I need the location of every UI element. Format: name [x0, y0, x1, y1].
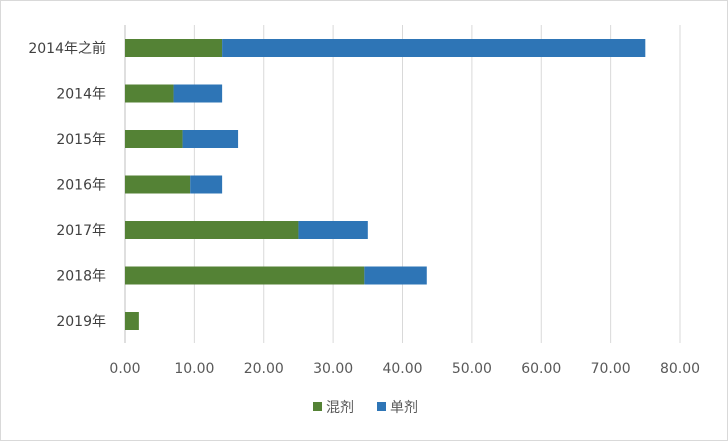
bar-segment — [182, 130, 239, 148]
category-label: 2018年 — [56, 269, 106, 285]
legend-swatch — [313, 402, 322, 411]
bar-segment — [222, 39, 646, 57]
x-tick-label: 0.00 — [109, 361, 140, 377]
bar-segment — [125, 175, 191, 194]
bar-segment — [125, 266, 365, 285]
bars — [125, 39, 646, 330]
x-tick-label: 80.00 — [660, 361, 700, 377]
x-axis-tick-labels: 0.00 10.00 20.00 30.00 40.00 50.00 60.00 70.00 8… — [109, 361, 700, 377]
x-tick-label: 70.00 — [591, 361, 631, 377]
category-label: 2014年之前 — [28, 40, 106, 57]
category-label: 2017年 — [56, 223, 106, 239]
bar-segment — [173, 84, 223, 103]
category-label: 2016年 — [56, 178, 106, 194]
y-axis-category-labels: 2014年之前 2014年 2015年 2016年 2017年 2018年 2019年 — [28, 40, 106, 330]
x-tick-label: 30.00 — [313, 361, 353, 377]
bar-segment — [125, 312, 139, 330]
bar-segment — [364, 266, 427, 285]
legend-swatch — [377, 402, 386, 411]
category-label: 2019年 — [56, 314, 106, 330]
legend-label: 混剂 — [326, 400, 354, 416]
x-tick-label: 10.00 — [174, 361, 214, 377]
category-label: 2014年 — [56, 87, 106, 103]
legend: 混剂 单剂 — [313, 400, 418, 416]
x-tick-label: 20.00 — [244, 361, 284, 377]
bar-segment — [125, 221, 299, 239]
legend-label: 单剂 — [390, 400, 418, 416]
category-label: 2015年 — [56, 132, 106, 148]
gridlines — [124, 25, 681, 343]
bar-segment — [298, 221, 368, 239]
bar-segment — [125, 84, 174, 103]
bar-segment — [190, 175, 223, 194]
bar-segment — [125, 39, 223, 57]
bar-segment — [125, 130, 183, 148]
x-tick-label: 60.00 — [521, 361, 561, 377]
x-tick-label: 40.00 — [382, 361, 422, 377]
x-tick-label: 50.00 — [452, 361, 492, 377]
